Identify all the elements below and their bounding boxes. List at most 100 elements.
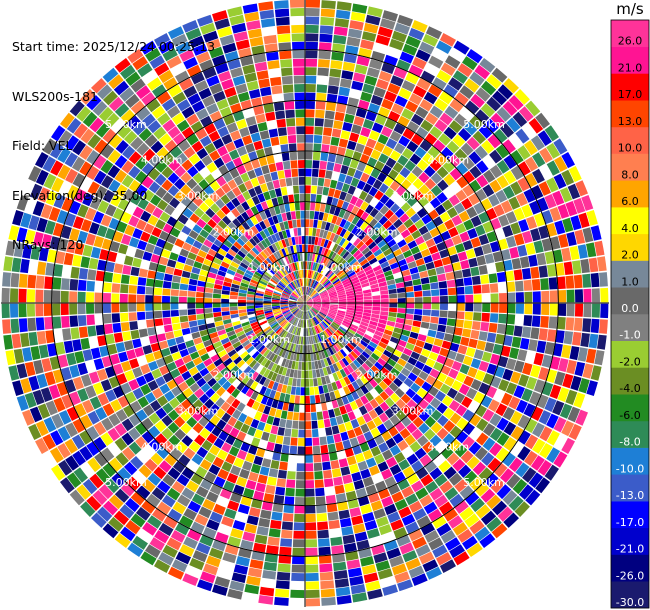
gate [367, 368, 376, 378]
gate [61, 278, 70, 290]
gate [174, 178, 186, 190]
gate [328, 337, 335, 345]
gate [303, 304, 305, 311]
gate [281, 248, 287, 257]
gate [305, 126, 314, 135]
gate [364, 299, 372, 303]
gate [563, 331, 574, 345]
gate [484, 473, 499, 488]
gate [260, 509, 272, 520]
gate [113, 231, 124, 243]
gate [513, 325, 523, 337]
gate [187, 309, 196, 315]
gate [61, 394, 74, 409]
gate [476, 160, 489, 174]
gate [436, 427, 449, 440]
gate [397, 339, 407, 348]
gate [310, 336, 314, 345]
gate [32, 389, 45, 405]
gate [552, 343, 563, 357]
gate [299, 412, 305, 421]
gate [293, 194, 300, 203]
gate [319, 436, 327, 446]
gate [158, 133, 172, 146]
gate [362, 289, 372, 294]
gate [478, 360, 489, 372]
gate [328, 261, 335, 269]
gate [272, 417, 281, 427]
gate [211, 262, 220, 270]
gate [299, 304, 304, 309]
gate [299, 319, 303, 328]
gate [296, 219, 301, 228]
gate [173, 268, 183, 277]
gate [314, 316, 320, 324]
gate [281, 75, 293, 85]
gate [351, 80, 364, 91]
gate [309, 253, 313, 262]
gate [424, 165, 436, 178]
gate [302, 286, 305, 295]
gate [351, 371, 360, 381]
gate [255, 393, 264, 403]
gate [182, 354, 192, 364]
gate [298, 361, 302, 370]
gate [101, 356, 113, 368]
gate [170, 296, 179, 303]
gate [215, 252, 225, 261]
gate [310, 327, 314, 336]
gate [248, 263, 258, 271]
gate [306, 304, 311, 309]
gate [419, 494, 433, 507]
gate [214, 279, 224, 286]
gate [280, 296, 289, 300]
gate [200, 213, 211, 223]
gate [277, 427, 285, 436]
gate [460, 259, 470, 270]
gate [486, 231, 497, 243]
gate [59, 410, 72, 425]
gate [120, 312, 129, 322]
gate [296, 244, 300, 253]
gate [341, 70, 354, 80]
gate [224, 322, 233, 329]
gate [372, 299, 381, 303]
gate [212, 10, 228, 22]
range-ring-label: 5.00km [463, 118, 505, 131]
gate [364, 194, 374, 204]
gate [367, 157, 378, 168]
gate [146, 98, 161, 113]
gate [152, 207, 164, 219]
gate [241, 211, 250, 221]
gate [495, 447, 510, 462]
gate [411, 428, 423, 441]
gate [146, 278, 155, 287]
gate [319, 33, 333, 43]
gate [315, 352, 320, 361]
gate [412, 508, 427, 521]
gate [514, 360, 525, 373]
gate [328, 291, 337, 296]
gate [299, 287, 303, 296]
gate [45, 262, 55, 276]
gate [327, 85, 339, 95]
gate [155, 407, 167, 420]
gate [317, 177, 325, 187]
gate [217, 248, 227, 257]
gate [484, 118, 499, 133]
gate [275, 261, 282, 269]
gate [154, 318, 164, 327]
gate [374, 330, 384, 337]
gate [90, 246, 101, 259]
gate [268, 255, 276, 264]
gate [319, 290, 327, 296]
gate [549, 236, 561, 250]
gate [140, 40, 157, 55]
gate [167, 338, 177, 347]
gate [355, 398, 364, 408]
gate [369, 465, 380, 476]
gate [263, 308, 272, 312]
gate [168, 159, 181, 172]
gate [355, 388, 365, 398]
gate [338, 423, 347, 433]
